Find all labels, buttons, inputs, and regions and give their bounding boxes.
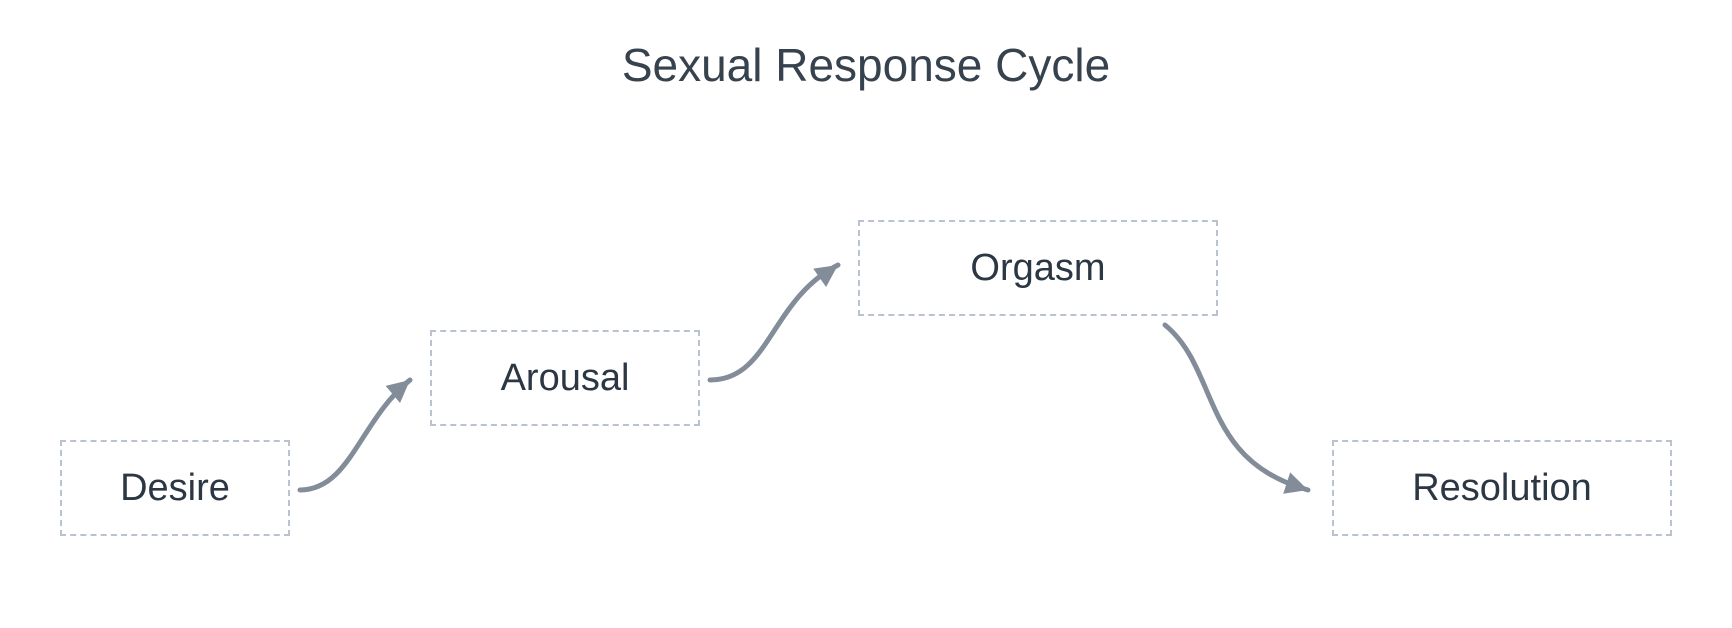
arrowhead-icon	[813, 256, 844, 287]
diagram-canvas: Sexual Response Cycle Desire Arousal Orgas…	[0, 0, 1732, 628]
node-label: Arousal	[501, 357, 630, 400]
node-label: Resolution	[1412, 467, 1592, 510]
arrowhead-icon	[386, 371, 418, 403]
node-orgasm: Orgasm	[858, 220, 1218, 316]
node-label: Orgasm	[970, 247, 1105, 290]
edge-orgasm-resolution	[1165, 325, 1308, 490]
edge-arousal-orgasm	[710, 265, 838, 380]
edge-desire-arousal	[300, 380, 410, 490]
node-arousal: Arousal	[430, 330, 700, 426]
arrowhead-icon	[1283, 472, 1311, 500]
node-resolution: Resolution	[1332, 440, 1672, 536]
node-desire: Desire	[60, 440, 290, 536]
node-label: Desire	[120, 467, 230, 510]
diagram-title: Sexual Response Cycle	[0, 38, 1732, 92]
